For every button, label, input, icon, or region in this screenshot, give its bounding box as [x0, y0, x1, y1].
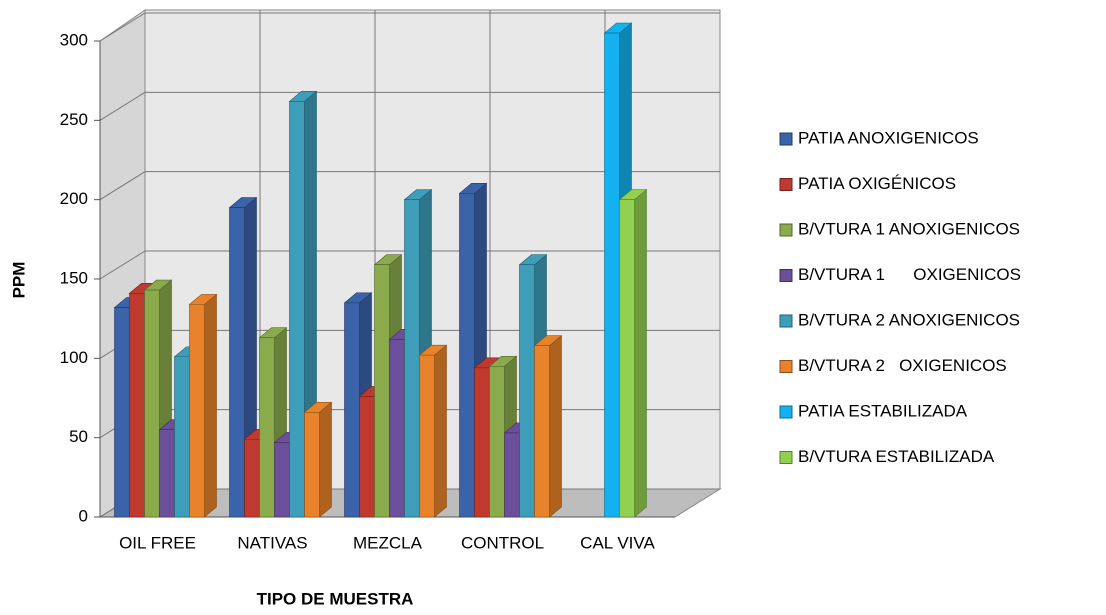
bar: [188, 293, 218, 518]
bar-face: [619, 199, 635, 518]
bar-face: [189, 304, 205, 518]
bar: [618, 189, 648, 518]
legend-label: B/VTURA 1 OXIGENICOS: [798, 265, 1021, 284]
legend-label: PATIA ANOXIGENICOS: [798, 128, 979, 147]
legend-swatch: [779, 405, 793, 419]
legend-swatch: [779, 178, 793, 191]
legend-swatch: [779, 223, 793, 237]
bar: [533, 334, 563, 518]
bar-face: [319, 401, 332, 518]
bar-face: [604, 32, 620, 518]
bar: [418, 344, 448, 518]
x-tick-label: CONTROL: [461, 533, 544, 552]
bar-face: [634, 189, 647, 518]
legend-swatch: [779, 314, 793, 328]
bar-face: [359, 396, 375, 518]
legend-swatch: [779, 451, 793, 464]
bar-face: [549, 334, 562, 518]
legend-label: B/VTURA ESTABILIZADA: [798, 447, 995, 466]
bar-face: [304, 411, 320, 518]
y-axis-label: PPM: [9, 262, 28, 299]
bar-face: [489, 365, 505, 518]
bar-face: [244, 438, 260, 518]
x-axis-label: TIPO DE MUESTRA: [257, 589, 414, 608]
legend-label: PATIA OXIGÉNICOS: [798, 174, 956, 193]
bar-face: [289, 100, 305, 518]
bar-face: [129, 292, 145, 518]
legend-swatch: [779, 360, 793, 373]
side-grid-line: [99, 250, 146, 280]
legend-label: B/VTURA 2 ANOXIGENICOS: [798, 310, 1020, 329]
y-tick-label: 200: [60, 189, 88, 208]
legend-swatch: [779, 269, 793, 282]
bar-face: [274, 442, 290, 518]
legend-label: B/VTURA 1 ANOXIGENICOS: [798, 219, 1020, 238]
legend-swatch: [779, 132, 793, 146]
y-tick-label: 150: [60, 268, 88, 287]
side-grid-line: [99, 171, 146, 201]
bar-face: [229, 207, 245, 518]
legend-label: PATIA ESTABILIZADA: [798, 401, 968, 420]
side-grid-line: [99, 91, 146, 121]
y-tick-label: 100: [60, 348, 88, 367]
x-tick-label: NATIVAS: [237, 533, 307, 552]
bar-face: [404, 199, 420, 518]
x-tick-label: CAL VIVA: [580, 533, 655, 552]
side-grid-line: [99, 12, 146, 42]
bar-face: [419, 354, 435, 518]
bar-face: [344, 302, 360, 518]
x-tick-label: MEZCLA: [353, 533, 423, 552]
y-tick-label: 250: [60, 110, 88, 129]
bar-face: [434, 344, 447, 518]
bar-face: [204, 293, 217, 518]
bar-face: [474, 367, 490, 518]
bar-face: [144, 289, 160, 518]
bar-face: [259, 337, 275, 518]
bar-face: [159, 429, 175, 518]
x-tick-label: OIL FREE: [119, 533, 196, 552]
legend-label: B/VTURA 2 OXIGENICOS: [798, 356, 1007, 375]
bar-face: [114, 307, 130, 518]
y-tick-label: 300: [60, 30, 88, 49]
bar-face: [174, 356, 190, 518]
bar: [303, 401, 333, 518]
bar-face: [389, 338, 405, 518]
y-tick-label: 50: [69, 427, 88, 446]
bar-face: [534, 345, 550, 518]
bar-face: [519, 264, 535, 518]
bar-face: [459, 193, 475, 518]
bar-face: [504, 432, 520, 518]
y-tick-label: 0: [79, 506, 88, 525]
bar-face: [374, 264, 390, 518]
